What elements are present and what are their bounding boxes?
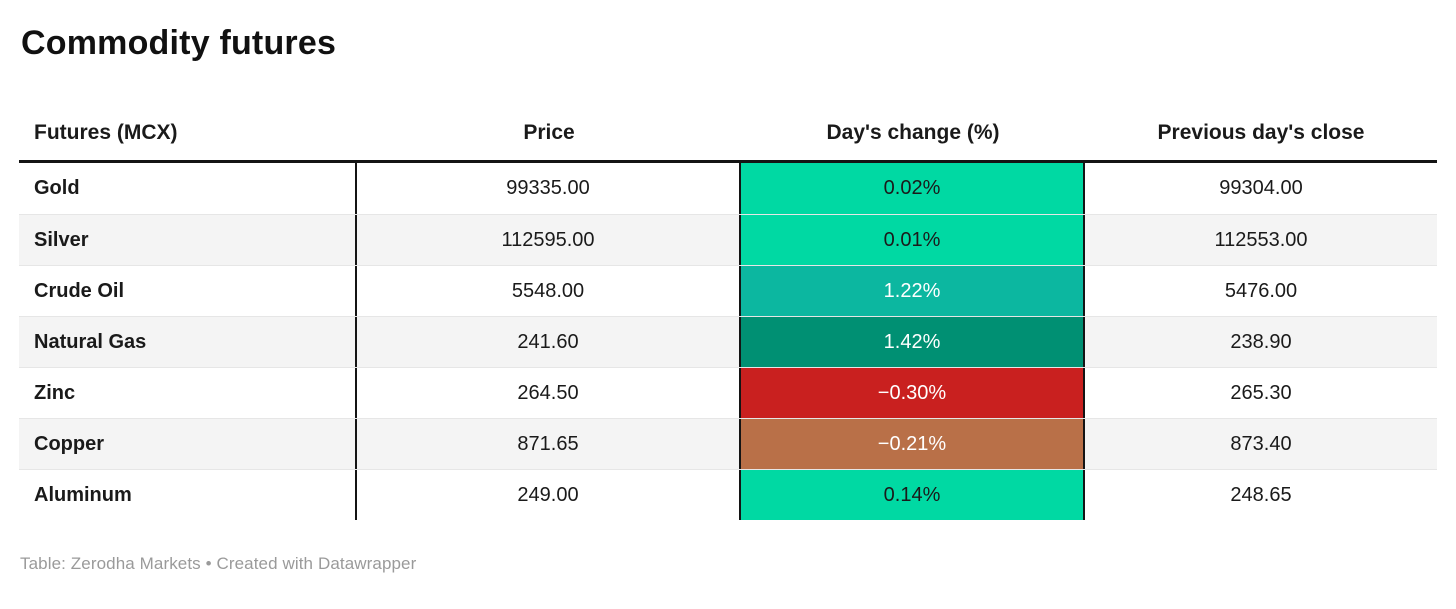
futures-name-cell: Crude Oil <box>19 266 357 316</box>
table-row-natural-gas: Natural Gas 241.60 1.42% 238.90 <box>19 316 1437 367</box>
table-row-copper: Copper 871.65 −0.21% 873.40 <box>19 418 1437 469</box>
table-row-zinc: Zinc 264.50 −0.30% 265.30 <box>19 367 1437 418</box>
table-row-silver: Silver 112595.00 0.01% 112553.00 <box>19 214 1437 265</box>
futures-name-cell: Copper <box>19 419 357 469</box>
prev-close-cell: 248.65 <box>1230 483 1292 506</box>
price-cell: 264.50 <box>357 368 741 418</box>
change-cell: 0.01% <box>741 215 1085 265</box>
price-cell: 99335.00 <box>357 163 741 214</box>
price-cell: 249.00 <box>357 470 741 520</box>
column-header-futures: Futures (MCX) <box>34 121 178 144</box>
change-cell: −0.30% <box>741 368 1085 418</box>
futures-name-cell: Natural Gas <box>19 317 357 367</box>
column-header-price: Price <box>523 121 575 144</box>
price-cell: 112595.00 <box>357 215 741 265</box>
price-cell: 241.60 <box>357 317 741 367</box>
change-cell: 1.22% <box>741 266 1085 316</box>
change-cell: 1.42% <box>741 317 1085 367</box>
price-cell: 871.65 <box>357 419 741 469</box>
table-row-aluminum: Aluminum 249.00 0.14% 248.65 <box>19 469 1437 520</box>
attribution-text: Table: Zerodha Markets • Created with Da… <box>20 554 417 573</box>
prev-close-cell: 265.30 <box>1230 381 1292 404</box>
futures-name-cell: Silver <box>19 215 357 265</box>
prev-close-cell: 112553.00 <box>1214 228 1308 251</box>
column-header-change: Day's change (%) <box>826 121 1000 144</box>
futures-name-cell: Aluminum <box>19 470 357 520</box>
table-header-row: Futures (MCX) Price Day's change (%) Pre… <box>19 106 1437 163</box>
price-cell: 5548.00 <box>357 266 741 316</box>
prev-close-cell: 873.40 <box>1230 432 1292 455</box>
prev-close-cell: 5476.00 <box>1224 279 1298 302</box>
prev-close-cell: 99304.00 <box>1219 177 1303 199</box>
futures-name-cell: Gold <box>19 163 357 214</box>
table-body: Gold 99335.00 0.02% 99304.00 Silver 1125… <box>19 163 1437 520</box>
column-header-prev-close: Previous day's close <box>1157 121 1365 144</box>
page-title: Commodity futures <box>21 24 337 62</box>
futures-name-cell: Zinc <box>19 368 357 418</box>
table-row-gold: Gold 99335.00 0.02% 99304.00 <box>19 163 1437 214</box>
change-cell: −0.21% <box>741 419 1085 469</box>
change-cell: 0.14% <box>741 470 1085 520</box>
table-row-crude-oil: Crude Oil 5548.00 1.22% 5476.00 <box>19 265 1437 316</box>
commodity-futures-table: Futures (MCX) Price Day's change (%) Pre… <box>19 106 1437 520</box>
change-cell: 0.02% <box>741 163 1085 214</box>
prev-close-cell: 238.90 <box>1230 330 1292 353</box>
page: Commodity futures Futures (MCX) Price Da… <box>19 24 1437 573</box>
